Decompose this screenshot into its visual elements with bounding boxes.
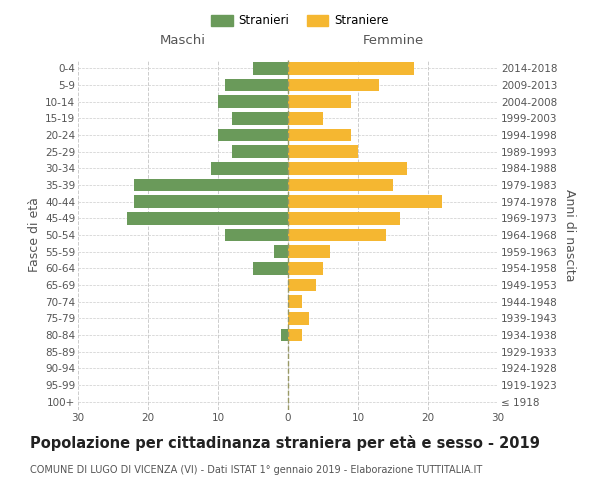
- Bar: [127, 212, 288, 224]
- Bar: [288, 312, 309, 324]
- Bar: [288, 146, 358, 158]
- Text: Popolazione per cittadinanza straniera per età e sesso - 2019: Popolazione per cittadinanza straniera p…: [30, 435, 540, 451]
- Bar: [218, 96, 288, 108]
- Bar: [288, 162, 407, 174]
- Y-axis label: Anni di nascita: Anni di nascita: [563, 188, 576, 281]
- Bar: [134, 196, 288, 208]
- Text: Femmine: Femmine: [362, 34, 424, 46]
- Bar: [288, 196, 442, 208]
- Bar: [288, 279, 316, 291]
- Bar: [253, 262, 288, 274]
- Bar: [288, 129, 351, 141]
- Bar: [288, 229, 386, 241]
- Bar: [288, 79, 379, 92]
- Bar: [288, 262, 323, 274]
- Bar: [274, 246, 288, 258]
- Bar: [288, 62, 414, 74]
- Bar: [288, 179, 393, 192]
- Bar: [288, 96, 351, 108]
- Bar: [225, 79, 288, 92]
- Text: COMUNE DI LUGO DI VICENZA (VI) - Dati ISTAT 1° gennaio 2019 - Elaborazione TUTTI: COMUNE DI LUGO DI VICENZA (VI) - Dati IS…: [30, 465, 482, 475]
- Bar: [134, 179, 288, 192]
- Bar: [281, 329, 288, 341]
- Bar: [288, 112, 323, 124]
- Bar: [253, 62, 288, 74]
- Text: Maschi: Maschi: [160, 34, 206, 46]
- Y-axis label: Fasce di età: Fasce di età: [28, 198, 41, 272]
- Bar: [288, 296, 302, 308]
- Bar: [288, 329, 302, 341]
- Bar: [232, 112, 288, 124]
- Bar: [211, 162, 288, 174]
- Legend: Stranieri, Straniere: Stranieri, Straniere: [208, 11, 392, 31]
- Bar: [232, 146, 288, 158]
- Bar: [225, 229, 288, 241]
- Bar: [288, 212, 400, 224]
- Bar: [288, 246, 330, 258]
- Bar: [218, 129, 288, 141]
